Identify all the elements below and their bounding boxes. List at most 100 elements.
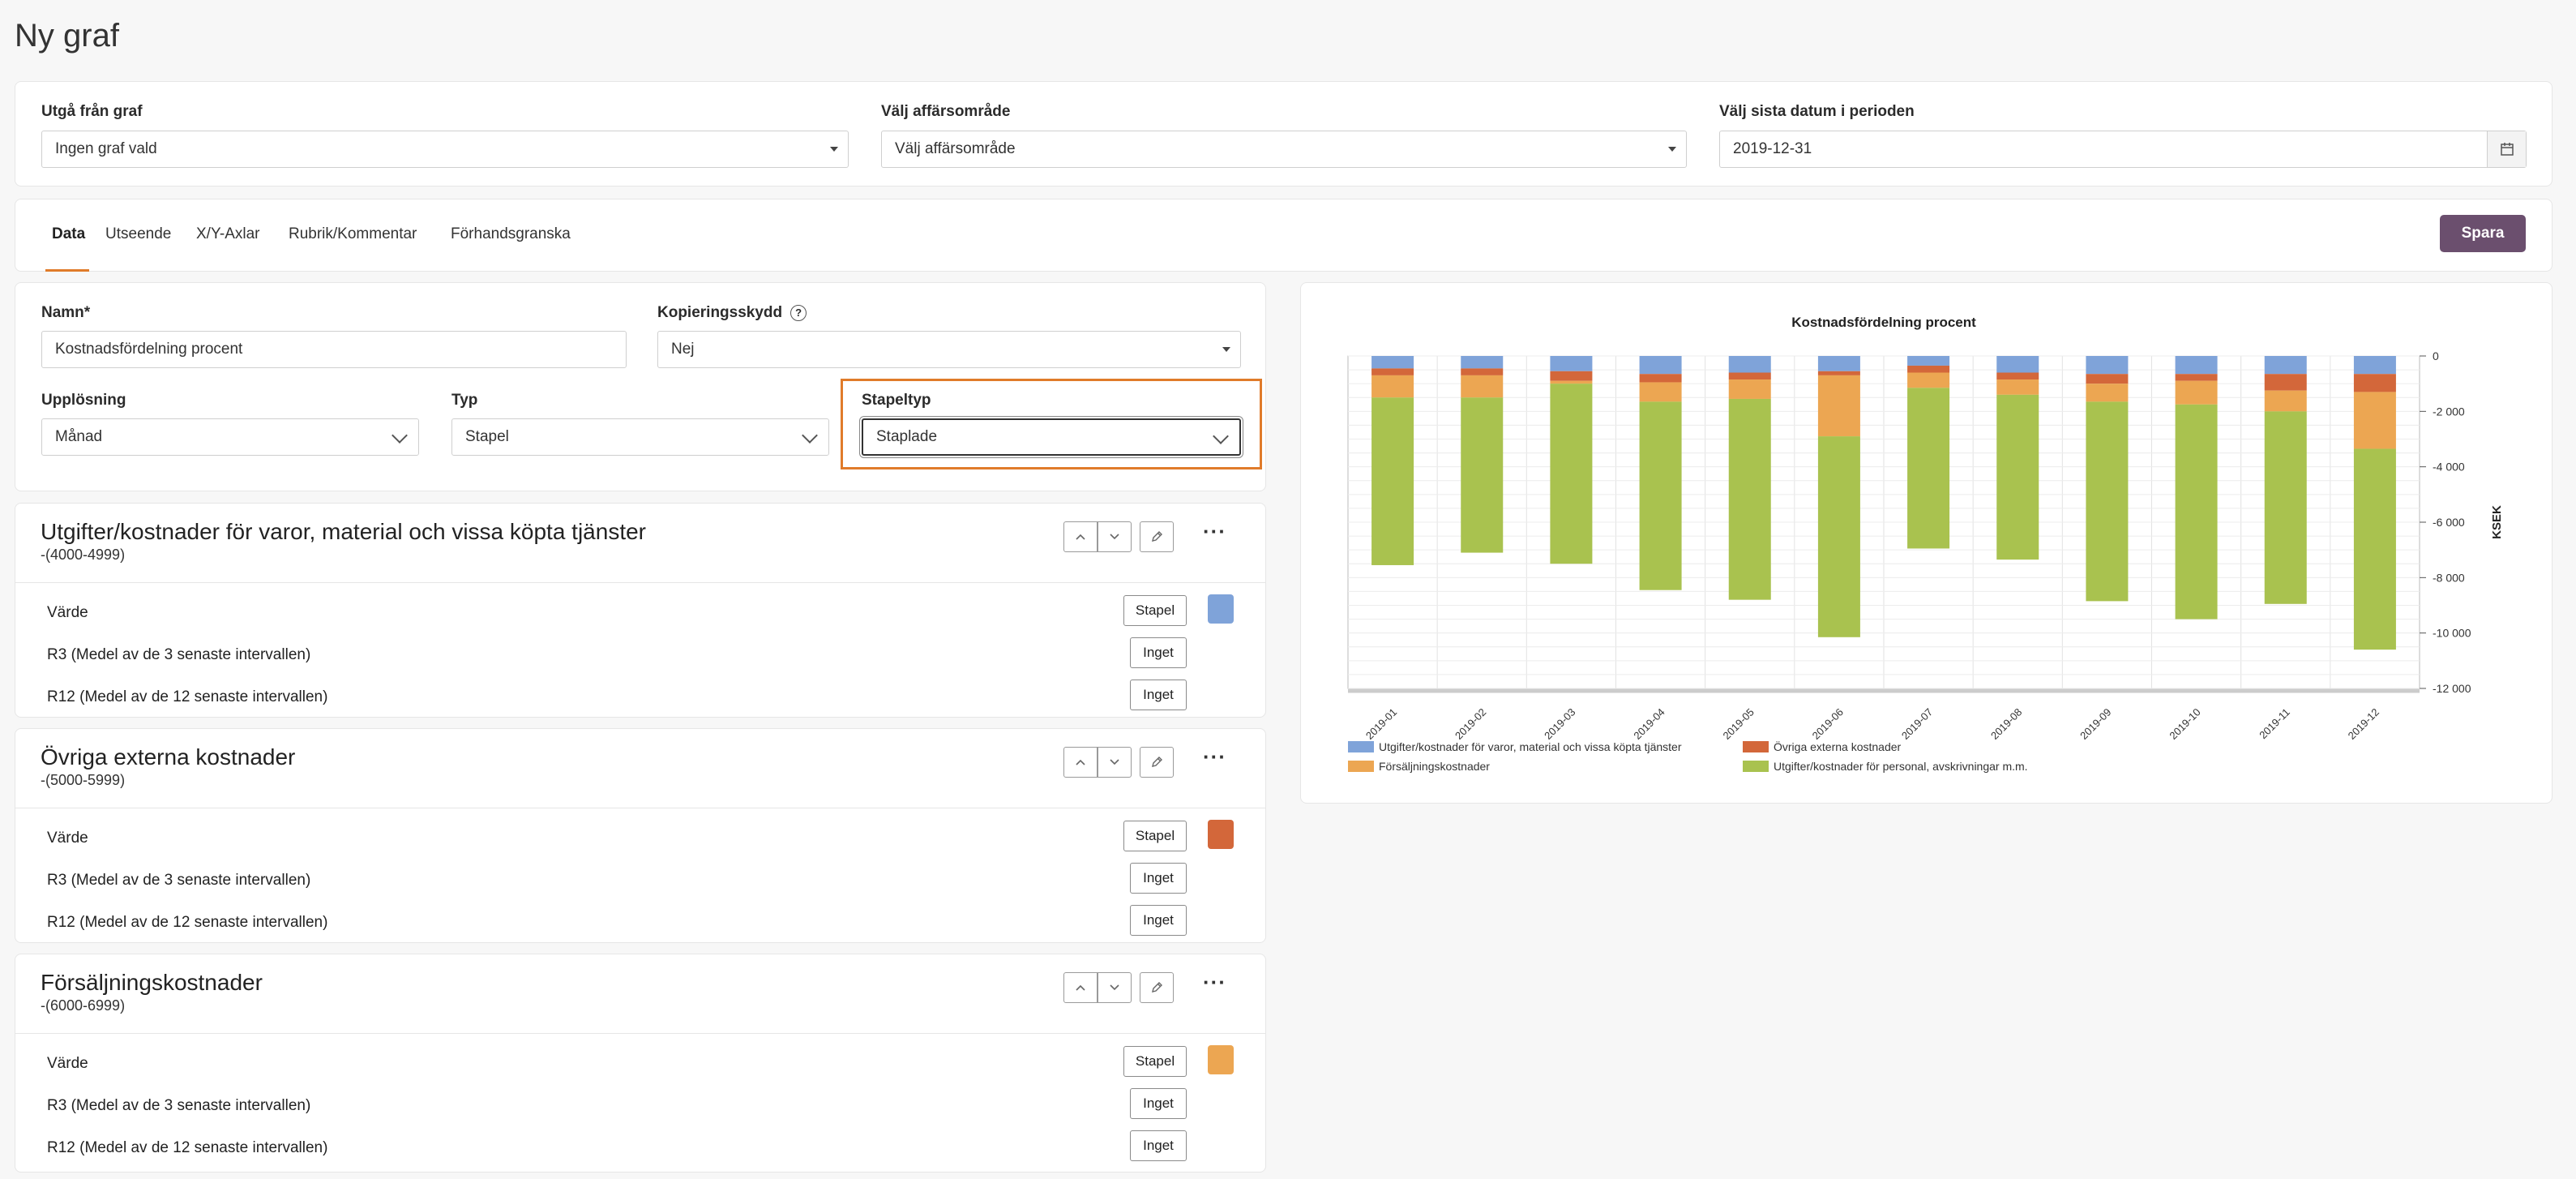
bar-segment	[1728, 372, 1771, 380]
move-up-button[interactable]	[1063, 521, 1098, 552]
bar-segment	[1371, 356, 1414, 369]
series-row-label: Värde	[47, 830, 88, 847]
name-label: Namn*	[41, 304, 91, 321]
bar-segment	[1639, 356, 1682, 375]
bar-segment	[2086, 384, 2129, 402]
move-up-button[interactable]	[1063, 972, 1098, 1003]
bar-segment	[1907, 356, 1950, 366]
x-tick-label: 2019-11	[2257, 706, 2292, 742]
bar-segment	[1817, 436, 1860, 637]
name-input[interactable]: Kostnadsfördelning procent	[41, 331, 627, 368]
legend-swatch	[1348, 761, 1374, 772]
bar-segment	[1817, 375, 1860, 437]
legend-label: Övriga externa kostnader	[1774, 740, 1902, 753]
bar-segment	[2175, 374, 2218, 381]
more-options-icon[interactable]: ···	[1203, 519, 1226, 543]
section-divider	[15, 1033, 1266, 1034]
bar-segment	[1996, 372, 2039, 380]
x-tick-label: 2019-03	[1542, 706, 1577, 742]
series-display-button[interactable]: Inget	[1130, 637, 1187, 668]
series-display-button[interactable]: Inget	[1130, 1130, 1187, 1161]
type-select[interactable]: Stapel	[451, 418, 829, 456]
series-display-button[interactable]: Inget	[1130, 863, 1187, 894]
series-row-label: R12 (Medel av de 12 senaste intervallen)	[47, 688, 328, 705]
save-button[interactable]: Spara	[2440, 215, 2526, 252]
series-display-button[interactable]: Inget	[1130, 1088, 1187, 1119]
area-select-value: Välj affärsområde	[895, 140, 1016, 157]
bar-segment	[2175, 356, 2218, 375]
series-display-button[interactable]: Inget	[1130, 680, 1187, 710]
bar-segment	[1550, 384, 1593, 564]
move-down-button[interactable]	[1098, 972, 1132, 1003]
bar-segment	[1728, 356, 1771, 373]
copy-protection-value: Nej	[671, 341, 695, 358]
bar-segment	[1817, 356, 1860, 371]
y-tick-label: -4 000	[2433, 461, 2465, 474]
tab-xy-axlar[interactable]: X/Y-Axlar	[196, 225, 260, 242]
series-color-swatch[interactable]	[1208, 820, 1234, 849]
move-down-button[interactable]	[1098, 747, 1132, 778]
chevron-down-icon	[1213, 428, 1229, 444]
bar-segment	[2264, 411, 2307, 604]
tab-forhandsgranska[interactable]: Förhandsgranska	[451, 225, 571, 242]
series-color-swatch[interactable]	[1208, 1045, 1234, 1074]
x-tick-label: 2019-10	[2167, 706, 2202, 742]
legend-label: Försäljningskostnader	[1379, 760, 1490, 773]
section-card	[15, 728, 1266, 943]
pencil-icon	[1152, 757, 1162, 767]
date-input[interactable]: 2019-12-31	[1719, 131, 2527, 168]
more-options-icon[interactable]: ···	[1203, 744, 1226, 769]
copy-protection-select[interactable]: Nej	[657, 331, 1241, 368]
help-icon[interactable]: ?	[790, 304, 807, 321]
edit-button[interactable]	[1140, 747, 1174, 778]
chevron-up-icon	[1076, 759, 1085, 765]
bar-segment	[1461, 368, 1504, 375]
tab-data[interactable]: Data	[52, 225, 86, 242]
tab-utseende[interactable]: Utseende	[105, 225, 172, 242]
graph-select-label: Utgå från graf	[41, 103, 143, 120]
date-value: 2019-12-31	[1733, 140, 1812, 157]
bar-segment	[1996, 379, 2039, 395]
bar-segment	[1728, 398, 1771, 600]
bar-segment	[1461, 397, 1504, 553]
section-range: -(4000-4999)	[41, 547, 126, 563]
move-up-button[interactable]	[1063, 747, 1098, 778]
series-color-swatch[interactable]	[1208, 594, 1234, 624]
page-title: Ny graf	[15, 18, 119, 54]
series-display-button[interactable]: Stapel	[1123, 821, 1187, 851]
caret-down-icon	[1222, 347, 1230, 352]
section-title: Övriga externa kostnader	[41, 744, 296, 770]
chevron-down-icon	[1110, 534, 1119, 540]
series-display-button[interactable]: Stapel	[1123, 1046, 1187, 1077]
bartype-label: Stapeltyp	[862, 392, 931, 409]
y-tick-label: -8 000	[2433, 571, 2465, 584]
chevron-down-icon	[392, 427, 408, 444]
bar-segment	[2086, 401, 2129, 602]
graph-select[interactable]: Ingen graf vald	[41, 131, 849, 168]
edit-button[interactable]	[1140, 521, 1174, 552]
calendar-icon[interactable]	[2487, 131, 2526, 167]
edit-button[interactable]	[1140, 972, 1174, 1003]
resolution-select[interactable]: Månad	[41, 418, 419, 456]
series-row-label: Värde	[47, 1055, 88, 1072]
resolution-value: Månad	[55, 428, 103, 445]
area-select[interactable]: Välj affärsområde	[881, 131, 1687, 168]
bar-segment	[1907, 365, 1950, 373]
series-display-button[interactable]: Inget	[1130, 905, 1187, 936]
date-label: Välj sista datum i perioden	[1719, 103, 1915, 120]
chevron-down-icon	[1110, 984, 1119, 991]
bar-segment	[1550, 380, 1593, 384]
more-options-icon[interactable]: ···	[1203, 970, 1226, 994]
y-tick-label: -12 000	[2433, 682, 2471, 695]
bar-segment	[1907, 388, 1950, 549]
pencil-icon	[1152, 982, 1162, 993]
series-display-button[interactable]: Stapel	[1123, 595, 1187, 626]
bar-segment	[1550, 371, 1593, 381]
tab-rubrik-kommentar[interactable]: Rubrik/Kommentar	[289, 225, 417, 242]
move-down-button[interactable]	[1098, 521, 1132, 552]
bar-segment	[1371, 397, 1414, 565]
x-tick-label: 2019-12	[2346, 706, 2381, 742]
bartype-highlight	[841, 379, 1262, 469]
x-tick-label: 2019-09	[2077, 706, 2113, 742]
bartype-select[interactable]: Staplade	[862, 418, 1241, 456]
